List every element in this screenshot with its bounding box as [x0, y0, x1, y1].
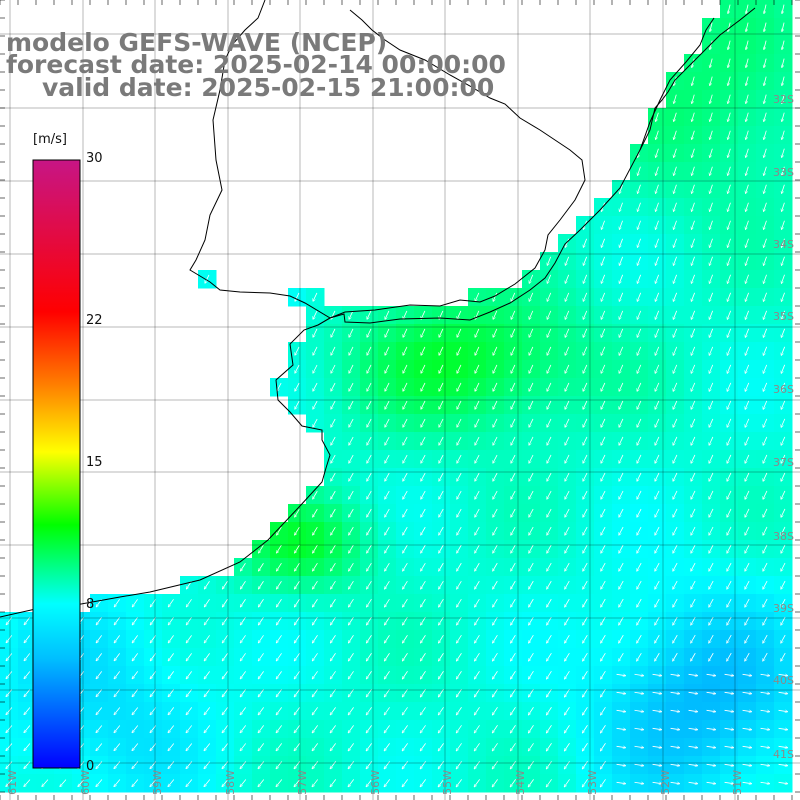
latitude-label: 41S — [773, 748, 794, 761]
longitude-label: 53W — [586, 770, 599, 795]
latitude-label: 36S — [773, 383, 794, 396]
colorbar-tick-label: 8 — [86, 596, 95, 612]
colorbar-tick-label: 22 — [86, 313, 103, 329]
longitude-label: 52W — [659, 770, 672, 795]
longitude-label: 61W — [6, 770, 19, 795]
colorbar-unit: [m/s] — [33, 132, 67, 147]
latitude-label: 33S — [773, 166, 794, 179]
longitude-label: 59W — [151, 770, 164, 795]
latitude-label: 35S — [773, 310, 794, 323]
longitude-label: 57W — [296, 770, 309, 795]
latitude-label: 40S — [773, 674, 794, 687]
colorbar-tick-label: 30 — [86, 151, 103, 166]
latitude-label: 38S — [773, 530, 794, 543]
latitude-label: 39S — [773, 602, 794, 615]
longitude-label: 54W — [514, 770, 527, 795]
longitude-label: 56W — [369, 770, 382, 795]
colorbar-tick-label: 15 — [86, 455, 103, 470]
colorbar-tick-label: 0 — [86, 759, 95, 774]
latitude-label: 34S — [773, 238, 794, 251]
longitude-label: 58W — [224, 770, 237, 795]
latitude-label: 32S — [773, 93, 794, 106]
latitude-label: 37S — [773, 456, 794, 469]
longitude-label: 51W — [731, 770, 744, 795]
longitude-label: 55W — [441, 770, 454, 795]
colorbar-frame — [32, 159, 81, 769]
valid-date: valid date: 2025-02-15 21:00:00 — [42, 73, 495, 102]
